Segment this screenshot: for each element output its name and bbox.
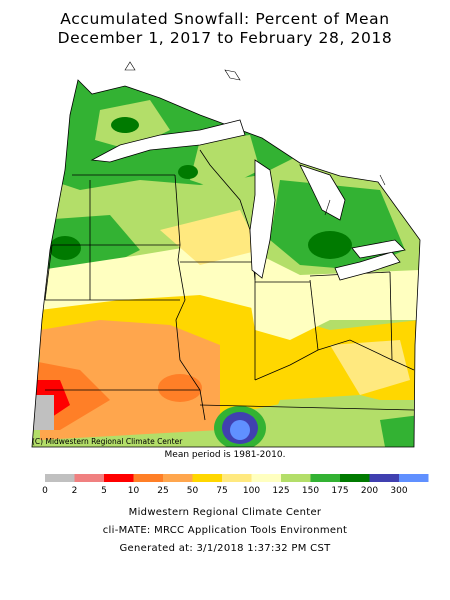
legend-tick-label: 0	[42, 486, 48, 496]
legend-swatch	[251, 474, 281, 482]
legend-tick-label: 300	[390, 486, 408, 496]
legend-tick-label: 175	[331, 486, 349, 496]
legend-swatch	[369, 474, 399, 482]
footer-tool: cli-MATE: MRCC Application Tools Environ…	[102, 525, 348, 536]
great-lakes	[90, 119, 406, 281]
mean-period-note: Mean period is 1981-2010.	[164, 450, 286, 460]
coastline-details	[124, 61, 386, 216]
legend-tick-label: 75	[216, 486, 228, 496]
legend-tick-label: 5	[101, 486, 107, 496]
legend-tick-label: 50	[186, 486, 199, 496]
legend-tick-label: 125	[272, 486, 290, 496]
legend-color-bar	[45, 474, 429, 482]
legend-tick-label: 200	[360, 486, 379, 496]
legend-tick-label: 10	[127, 486, 140, 496]
footer-org: Midwestern Regional Climate Center	[128, 507, 322, 518]
legend-swatch	[163, 474, 193, 482]
footer-generated: Generated at: 3/1/2018 1:37:32 PM CST	[119, 543, 331, 554]
legend-tick-label: 100	[242, 486, 261, 496]
map-title: Accumulated Snowfall: Percent of Mean	[60, 10, 390, 28]
state-boundaries	[31, 79, 421, 448]
legend-swatch	[399, 474, 429, 482]
legend-tick-label: 2	[71, 486, 78, 496]
legend-swatch	[222, 474, 252, 482]
credit-label: (C) Midwestern Regional Climate Center	[32, 437, 183, 446]
legend-swatch	[133, 474, 163, 482]
legend-tick-label: 25	[157, 486, 169, 496]
legend-swatch	[45, 474, 75, 482]
map-subtitle: December 1, 2017 to February 28, 2018	[57, 29, 393, 47]
legend-tick-label: 150	[301, 486, 320, 496]
legend-swatch	[74, 474, 104, 482]
legend-swatch	[340, 474, 370, 482]
legend-swatch	[310, 474, 340, 482]
legend-swatch	[281, 474, 311, 482]
legend-swatch	[192, 474, 222, 482]
legend-swatch	[104, 474, 134, 482]
